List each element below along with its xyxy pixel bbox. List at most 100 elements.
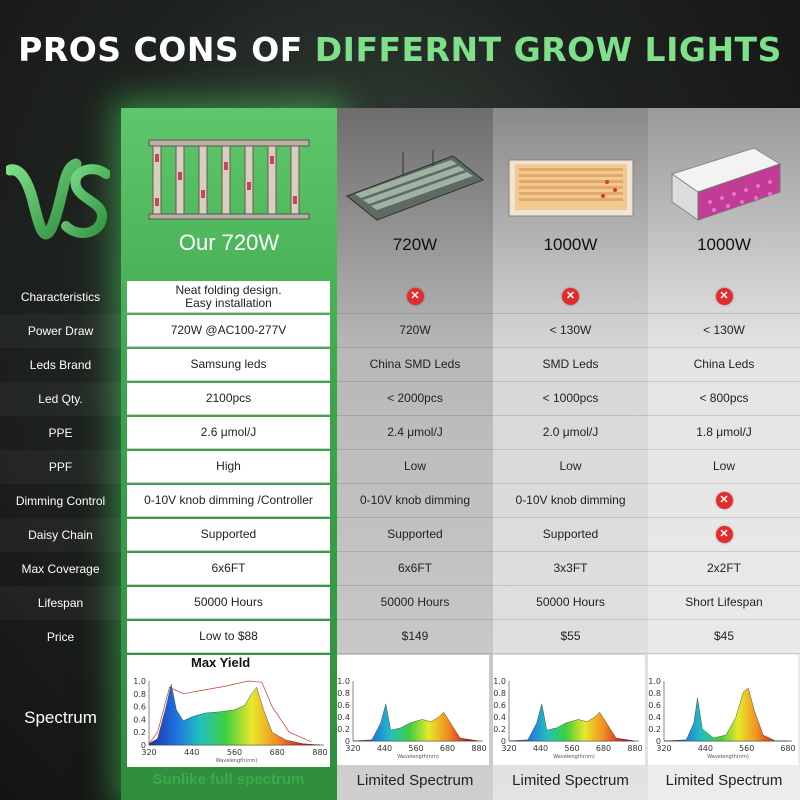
column-title: 1000W: [543, 235, 598, 254]
y-tick-label: 0.6: [133, 703, 146, 712]
table-cell: 720W @AC100-277V: [127, 315, 330, 347]
table-cell: 2100pcs: [127, 383, 330, 415]
y-tick-label: 0.2: [648, 725, 661, 734]
x-tick-label: 320: [501, 744, 516, 753]
cell-text: Low: [712, 459, 735, 473]
y-tick-label: 0.4: [493, 713, 506, 722]
cell-text: Short Lifespan: [685, 595, 763, 609]
quantum-board-image: [508, 159, 634, 217]
table-cell: 0-10V knob dimming /Controller: [127, 485, 330, 517]
sunlight-reference-curve: [148, 680, 312, 744]
y-tick-label: 0: [141, 741, 146, 750]
y-tick-label: 0.6: [337, 701, 350, 710]
y-tick-label: 0.2: [337, 725, 350, 734]
x-tick-label: 560: [408, 744, 423, 753]
x-tick-label: 560: [564, 744, 579, 753]
cell-text: 50000 Hours: [536, 595, 605, 609]
x-tick-label: 560: [739, 744, 754, 753]
row-label: Max Coverage: [21, 562, 100, 576]
table-cell: 2.0 μmol/J: [493, 416, 648, 450]
x-axis-label: Wavelength(nm): [397, 754, 439, 760]
y-tick-label: 0.8: [648, 689, 661, 698]
table-cell: Neat folding design. Easy installation: [127, 281, 330, 313]
cell-text: China SMD Leds: [369, 357, 461, 371]
y-tick-label: 0.2: [133, 728, 146, 737]
y-tick-label: 0.6: [648, 701, 661, 710]
column-title: 1000W: [697, 235, 751, 254]
cell-text: 6x6FT: [397, 561, 432, 575]
table-cell: 2x2FT: [648, 552, 800, 586]
y-tick-label: 0: [656, 737, 661, 746]
row-label: Characteristics: [20, 290, 101, 304]
table-cell: < 130W: [648, 314, 800, 348]
y-tick-label: 0.4: [337, 713, 350, 722]
cell-text: 50000 Hours: [380, 595, 450, 609]
cell-text: < 130W: [703, 323, 745, 337]
spectrum-chart-1000w-board: 1.0 0.8 0.6 0.4 0.2 0 320 440 560 680 880 Wavelengt…: [493, 655, 645, 765]
cell-text: Low: [403, 459, 426, 473]
x-tick-label: 880: [471, 744, 486, 753]
table-cell: 0-10V knob dimming: [337, 484, 493, 518]
y-tick-label: 1.0: [648, 677, 661, 686]
y-tick-label: 1.0: [133, 677, 146, 686]
table-cell: Supported: [337, 518, 493, 552]
row-label: Price: [46, 630, 75, 644]
vs-logo: VS: [6, 158, 110, 240]
table-cell: 2.6 μmol/J: [127, 417, 330, 449]
spectrum-curve: [352, 703, 480, 742]
spectrum-chart-720w: 1.0 0.8 0.6 0.4 0.2 0 320 440 560 680 880 Wavelengt…: [337, 655, 489, 765]
cell-text: < 800pcs: [699, 391, 749, 405]
spectrum-curve: [148, 684, 321, 746]
y-tick-label: 0.8: [133, 690, 146, 699]
cell-text: 0-10V knob dimming: [515, 493, 626, 507]
x-tick-label: 440: [377, 744, 392, 753]
cell-text: Supported: [200, 527, 257, 541]
x-mark-icon: ✕: [715, 288, 733, 305]
cell-text: Neat folding design. Easy installation: [175, 282, 282, 310]
table-cell: SMD Leds: [493, 348, 648, 382]
table-cell: 50000 Hours: [493, 586, 648, 620]
x-tick-label: 680: [596, 744, 611, 753]
y-tick-label: 0.8: [493, 689, 506, 698]
table-cell: China SMD Leds: [337, 348, 493, 382]
x-mark-icon: ✕: [715, 492, 733, 509]
row-label: PPE: [48, 426, 73, 440]
cell-text: 2x2FT: [706, 561, 741, 575]
y-tick-label: 0.8: [337, 689, 350, 698]
table-cell: Short Lifespan: [648, 586, 800, 620]
title-green: DIFFERNT GROW LIGHTS: [314, 30, 782, 69]
spectrum-caption: Limited Spectrum: [356, 772, 474, 789]
table-cell: $149: [337, 620, 493, 654]
table-cell: Supported: [493, 518, 648, 552]
y-tick-label: 0.4: [133, 715, 146, 724]
page-title: PROS CONS OF DIFFERNT GROW LIGHTS: [0, 30, 800, 69]
cell-text: < 2000pcs: [387, 391, 443, 405]
x-axis-label: Wavelength(nm): [707, 754, 749, 760]
cell-text: 0-10V knob dimming: [359, 493, 471, 507]
cell-text: SMD Leds: [542, 357, 599, 371]
row-label: PPF: [0, 450, 121, 484]
x-mark-icon: ✕: [715, 526, 733, 543]
column-title: 720W: [392, 235, 438, 254]
table-cell: Samsung leds: [127, 349, 330, 381]
not-supported-cell: ✕: [493, 280, 648, 314]
cell-text: $149: [401, 629, 429, 643]
cell-text: Samsung leds: [190, 357, 267, 371]
table-cell: < 2000pcs: [337, 382, 493, 416]
table-cell: Supported: [127, 519, 330, 551]
cell-text: Low: [559, 459, 582, 473]
cell-text: 720W: [399, 323, 431, 337]
cell-text: 2100pcs: [205, 391, 252, 405]
cell-text: < 130W: [549, 323, 592, 337]
table-cell: Low: [648, 450, 800, 484]
table-cell: < 1000pcs: [493, 382, 648, 416]
cell-text: Low to $88: [199, 629, 258, 643]
x-tick-label: 320: [345, 744, 360, 753]
spectrum-curve: [663, 687, 788, 742]
spectrum-chart-ours: Max Yield 1.0 0.8 0.6 0.4 0.2 0 320 440 560 680 88…: [127, 655, 330, 767]
x-mark-icon: ✕: [562, 288, 579, 305]
